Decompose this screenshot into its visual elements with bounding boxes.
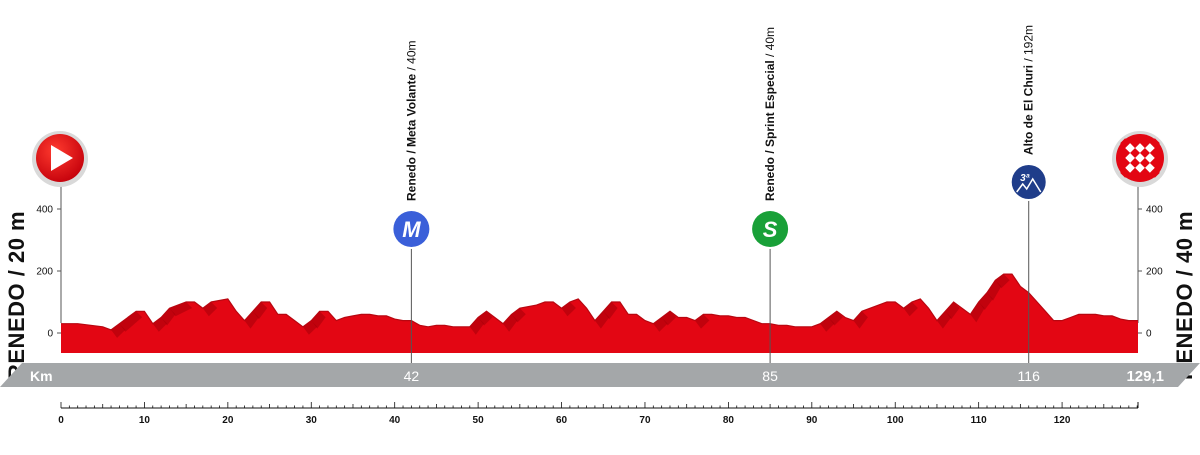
y-tick-label: 0 (47, 329, 53, 340)
x-tick-label: 30 (306, 415, 318, 426)
y-axis-left: 0 200 400 (36, 205, 61, 340)
checkpoint-badge: S (750, 209, 791, 249)
checkpoint-altitude: / 40m (404, 41, 418, 74)
checkpoint-altitude: / 40m (763, 27, 777, 60)
start-location-label: RENEDO / 20 m (4, 211, 29, 380)
finish-flag-icon (1112, 131, 1168, 187)
y-tick-label: 200 (1146, 267, 1163, 278)
checkpoint-label: Alto de El Churi / 192m (1022, 25, 1036, 155)
climb-category-label: 3ª (1020, 173, 1030, 184)
x-tick-label: 40 (389, 415, 401, 426)
profile-shade (853, 311, 868, 329)
start-arrow-icon (32, 131, 88, 187)
profile-shade (603, 302, 618, 320)
km-marker-label: 116 (1018, 368, 1041, 384)
profile-line (61, 273, 1138, 331)
profile-shade (161, 308, 176, 326)
profile-shade (987, 280, 1002, 301)
profile-shade (936, 311, 952, 329)
profile-shade (252, 302, 268, 320)
x-tick-label: 80 (723, 415, 735, 426)
x-tick-label: 20 (222, 415, 234, 426)
checkpoint-label: Renedo / Sprint Especial / 40m (763, 27, 777, 201)
x-tick-label: 90 (806, 415, 818, 426)
y-tick-label: 200 (36, 267, 53, 278)
total-distance-label: 129,1 (1126, 368, 1164, 385)
x-tick-label: 110 (971, 415, 988, 426)
y-tick-label: 400 (36, 205, 53, 216)
y-axis-right: 0 200 400 (1138, 205, 1163, 340)
profile-area (61, 274, 1138, 353)
x-tick-label: 50 (473, 415, 485, 426)
profile-shade (970, 302, 985, 323)
profile-shade (169, 302, 193, 317)
km-marker-label: 85 (762, 368, 778, 384)
km-axis-bar (0, 363, 1200, 387)
checkpoint-label: Renedo / Meta Volante / 40m (404, 41, 418, 202)
x-tick-label: 0 (58, 415, 64, 426)
y-tick-label: 400 (1146, 205, 1163, 216)
checkpoint-name: Renedo / Meta Volante (404, 74, 418, 201)
x-tick-label: 10 (139, 415, 151, 426)
km-axis-title: Km (30, 368, 53, 384)
checkpoint-badge-letter: S (763, 217, 778, 242)
y-tick-label: 0 (1146, 329, 1152, 340)
km-bar-markers: 42 85 116 (404, 368, 1040, 384)
mountain-category-icon: 3ª (1009, 163, 1048, 201)
profile-shade (978, 292, 993, 310)
profile-shade (244, 311, 259, 329)
profile-shade (945, 302, 960, 320)
profile-shade (119, 311, 143, 332)
x-axis: 0 10 20 30 40 50 60 70 80 90 100 110 120 (58, 402, 1139, 426)
profile-shade (594, 311, 610, 329)
elevation-profile (61, 273, 1138, 353)
checkpoints: Renedo / Meta Volante / 40m M Renedo / Spr… (391, 25, 1048, 363)
checkpoint-name: Renedo / Sprint Especial (763, 60, 777, 201)
x-tick-label: 70 (639, 415, 651, 426)
profile-shade (469, 317, 485, 335)
checkpoint-badge-letter: M (402, 217, 421, 242)
x-tick-label: 60 (556, 415, 568, 426)
x-tick-label: 100 (887, 415, 904, 426)
finish-location-label: RENEDO / 40 m (1172, 211, 1197, 380)
km-marker-label: 42 (404, 368, 420, 384)
checkpoint-badge: M (391, 209, 432, 249)
profile-shade (311, 311, 326, 329)
checkpoint-altitude: / 192m (1022, 25, 1036, 65)
checkpoint-name: Alto de El Churi (1022, 65, 1036, 155)
x-tick-label: 120 (1054, 415, 1071, 426)
profile-shade (503, 314, 518, 332)
